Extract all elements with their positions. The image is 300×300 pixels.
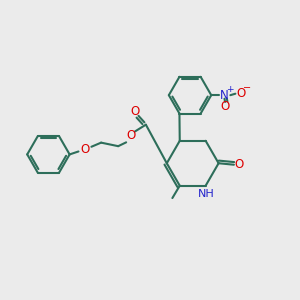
Text: O: O: [220, 100, 230, 113]
Text: NH: NH: [198, 189, 214, 199]
Text: N: N: [220, 89, 229, 102]
Text: O: O: [80, 142, 90, 156]
Text: O: O: [235, 158, 244, 171]
Text: O: O: [236, 87, 245, 100]
Text: O: O: [126, 129, 135, 142]
Text: O: O: [130, 105, 139, 118]
Text: −: −: [242, 83, 250, 93]
Text: +: +: [226, 85, 233, 94]
